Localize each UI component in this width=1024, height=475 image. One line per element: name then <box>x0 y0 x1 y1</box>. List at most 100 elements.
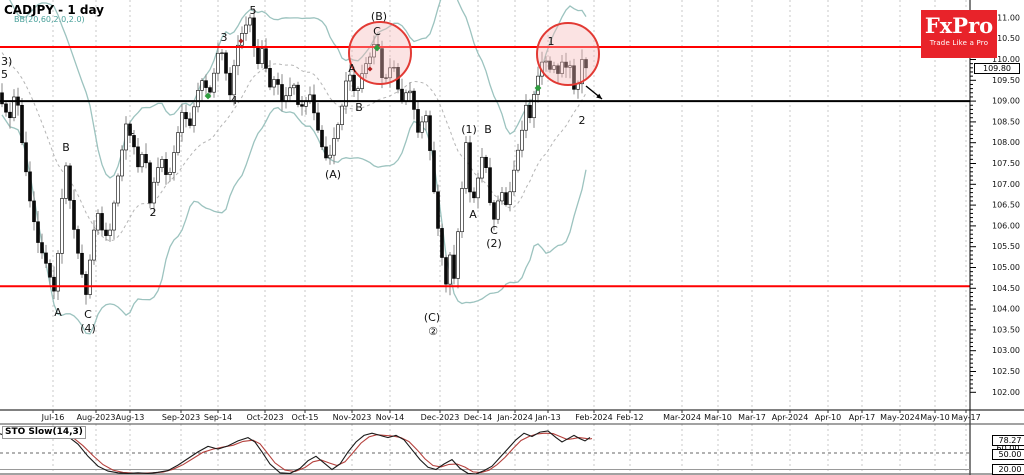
date-label: Apr-10 <box>815 413 841 422</box>
candle-body <box>176 132 180 153</box>
sto-axis-label-60: 60.00 <box>992 444 1024 453</box>
candle-body <box>200 80 204 91</box>
candle-body <box>12 96 16 119</box>
price-tick-label: 102.50 <box>992 367 1020 376</box>
candle-body <box>472 191 476 199</box>
grid-layer <box>52 0 967 474</box>
date-label: Mar-17 <box>738 413 766 422</box>
date-label: Mar-10 <box>704 413 732 422</box>
candle-body <box>392 67 396 69</box>
candle-body <box>508 191 512 205</box>
wave-label: (1) <box>461 123 477 136</box>
candle-body <box>68 165 72 201</box>
date-label: Sep-2023 <box>162 413 200 422</box>
sto-k-line <box>0 428 591 475</box>
candle-body <box>328 154 332 159</box>
wave-label: C <box>84 308 92 321</box>
candle-body <box>192 106 196 126</box>
price-tick-label: 103.00 <box>992 346 1020 355</box>
wave-label: (A) <box>325 168 341 181</box>
candle-body <box>468 142 472 193</box>
candle-body <box>560 61 564 74</box>
candle-body <box>220 52 224 54</box>
candle-body <box>196 90 200 108</box>
candle-body <box>52 276 56 292</box>
wave-label: B <box>355 101 363 114</box>
bb-lower-band <box>1 106 587 335</box>
candle-body <box>64 165 68 199</box>
bb-upper-band <box>8 0 587 179</box>
price-tick-label: 106.50 <box>992 201 1020 210</box>
date-label: Jan-13 <box>534 413 560 422</box>
candle-body <box>516 149 520 171</box>
candle-body <box>248 17 252 26</box>
horizontal-lines <box>0 46 970 288</box>
candle-body <box>80 252 84 275</box>
green-diamond-marker <box>534 84 542 92</box>
candle-body <box>460 188 464 233</box>
candle-body <box>152 181 156 204</box>
candle-body <box>528 104 532 119</box>
highlight-circle <box>348 21 412 85</box>
candle-body <box>208 87 212 93</box>
candle-body <box>452 254 456 279</box>
wave-label: B <box>484 123 492 136</box>
date-label: Sep-14 <box>204 413 232 422</box>
candle-body <box>140 154 144 168</box>
date-axis[interactable]: Jul-16 Aug-2023 Aug-13 Sep-2023 Sep-14 Oct-20… <box>0 409 1024 422</box>
candle-body <box>580 59 584 85</box>
candle-body <box>500 192 504 202</box>
candle-body <box>548 60 552 70</box>
wave-label: A <box>54 306 62 319</box>
candle-body <box>448 254 452 285</box>
candle-body <box>512 169 516 193</box>
date-label: Nov-14 <box>376 413 404 422</box>
candle-body <box>476 177 480 199</box>
wave-label: C <box>373 25 381 38</box>
candle-body <box>584 59 588 69</box>
price-tick-label: 104.50 <box>992 284 1020 293</box>
candle-body <box>156 167 160 183</box>
sto-indicator-label: STO Slow(14,3) <box>2 426 86 439</box>
current-price-callout: 109.80 <box>974 63 1020 74</box>
candle-body <box>360 73 364 89</box>
candle-body <box>104 229 108 236</box>
candle-body <box>336 124 340 139</box>
candle-body <box>436 191 440 229</box>
candle-body <box>88 259 92 295</box>
sto-current-value-callout: 78.27 <box>992 435 1024 446</box>
candle-body <box>252 17 256 48</box>
wave-label: (C) <box>424 311 440 324</box>
candle-body <box>316 112 320 131</box>
price-axis[interactable]: 102.00 102.50 103.00 103.50 104.00 104.50 105.… <box>969 0 1020 475</box>
candle-body <box>96 213 100 231</box>
candle-body <box>244 24 248 34</box>
candle-body <box>296 84 300 105</box>
candle-body <box>116 175 120 204</box>
candle-body <box>180 112 184 133</box>
candle-body <box>168 172 172 175</box>
candle-body <box>92 229 96 261</box>
candle-body <box>444 257 448 285</box>
wave-label: B <box>62 141 70 154</box>
candle-body <box>340 105 344 125</box>
candle-body <box>532 94 536 119</box>
candle-body <box>456 231 460 279</box>
candle-body <box>432 150 436 193</box>
price-tick-label: 105.00 <box>992 263 1020 272</box>
date-label: May-2024 <box>880 413 920 422</box>
candle-body <box>172 152 176 173</box>
date-label: Apr-17 <box>849 413 875 422</box>
candle-body <box>484 156 488 168</box>
candle-body <box>368 56 372 64</box>
candle-body <box>272 79 276 88</box>
candle-body <box>136 146 140 168</box>
candle-body <box>440 228 444 258</box>
candle-body <box>552 65 556 70</box>
candle-body <box>100 213 104 231</box>
price-tick-label: 108.00 <box>992 138 1020 147</box>
date-label: Jul-16 <box>41 413 65 422</box>
date-label: Dec-2023 <box>421 413 460 422</box>
